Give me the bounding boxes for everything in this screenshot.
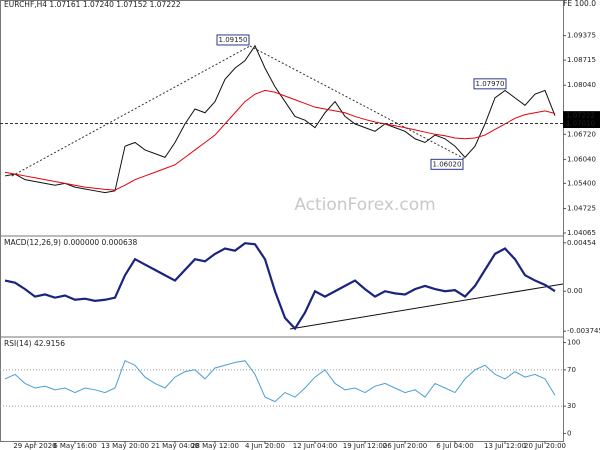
y-tick-label: 1.04065 [567, 229, 596, 237]
y-tick-label: 1.08040 [567, 81, 596, 89]
y-tick-label: 1.05400 [567, 179, 596, 187]
y-tick-label: 1.09375 [567, 32, 596, 40]
y-tick-label: 1.06040 [567, 156, 596, 164]
y-tick-label: 100 [567, 339, 580, 347]
y-tick-label: 0 [567, 429, 571, 437]
chart-title: EURCHF,H4 1.07161 1.07240 1.07152 1.0722… [4, 0, 181, 9]
trend-line [289, 283, 564, 330]
x-tick-label: 13 Jul 12:00 [484, 442, 526, 450]
x-tick-label: 4 Jun 20:00 [245, 442, 285, 450]
y-tick-label: 0.00454 [567, 239, 596, 247]
annotation-label: 1.09150 [219, 36, 248, 44]
x-tick-label: 28 May 12:00 [191, 442, 239, 450]
x-tick-label: 6 May 16:00 [53, 442, 97, 450]
y-tick-label: 30 [567, 402, 576, 410]
x-tick-label: 12 Jun 04:00 [293, 442, 337, 450]
series-line [4, 89, 556, 191]
y-tick-label: 1.08715 [567, 56, 596, 64]
panel-title: RSI(14) 42.9156 [4, 339, 65, 348]
x-tick-label: 19 Jun 12:00 [343, 442, 387, 450]
annotation-box [216, 34, 250, 46]
annotation-label: 1.06020 [433, 160, 462, 168]
level-label: 1.07010 [566, 120, 595, 128]
x-tick-label: 29 Apr 2020 [13, 442, 56, 450]
corner-label: FE 100.0 [563, 0, 596, 8]
x-tick-label: 20 Jul 20:00 [524, 442, 566, 450]
last-price-box [563, 111, 600, 121]
x-tick-label: 6 Jul 04:00 [436, 442, 474, 450]
x-tick-label: 21 May 04:00 [151, 442, 199, 450]
trend-line [249, 45, 466, 160]
y-tick-label: 70 [567, 366, 576, 374]
annotation-box [473, 78, 507, 90]
trend-line [11, 45, 251, 177]
y-tick-label: -0.003745 [567, 327, 600, 335]
y-tick-label: 0.00 [567, 287, 583, 295]
frame [0, 0, 564, 442]
series-line [4, 242, 556, 331]
y-tick-label: 1.06720 [567, 130, 596, 138]
level-box [563, 119, 600, 129]
last-price-label: 1.07222 [566, 112, 595, 120]
annotation-box [430, 158, 464, 170]
annotation-label: 1.07970 [476, 80, 505, 88]
y-tick-label: 1.04725 [567, 204, 596, 212]
panel-title: MACD(12,26,9) 0.000000 0.000638 [4, 238, 138, 247]
watermark: ActionForex.com [294, 195, 435, 215]
series-line [4, 44, 556, 194]
series-line [4, 360, 556, 403]
x-tick-label: 26 Jun 20:00 [383, 442, 427, 450]
x-tick-label: 13 May 20:00 [101, 442, 149, 450]
